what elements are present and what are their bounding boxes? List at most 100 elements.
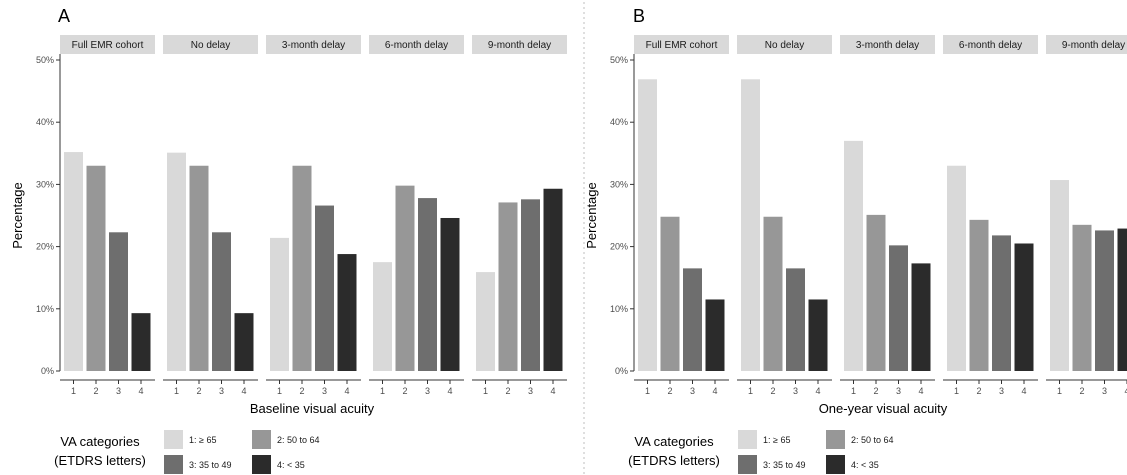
- facet-strip: [60, 35, 155, 54]
- bar: [1117, 228, 1127, 371]
- legend-label: 1: ≥ 65: [763, 435, 790, 445]
- legend-label: 4: < 35: [277, 460, 305, 470]
- legend-label: 2: 50 to 64: [277, 435, 320, 445]
- x-tick-label: 3: [1102, 386, 1107, 396]
- bar: [498, 202, 518, 371]
- bar: [808, 299, 828, 371]
- bar: [189, 165, 209, 371]
- x-tick-label: 4: [1124, 386, 1127, 396]
- bar: [395, 185, 415, 371]
- facet-strip-label: Full EMR cohort: [72, 40, 144, 51]
- legend-title: (ETDRS letters): [54, 453, 146, 468]
- bar: [705, 299, 725, 371]
- x-tick-label: 1: [1057, 386, 1062, 396]
- bar: [521, 199, 540, 371]
- legend-key: [826, 455, 845, 474]
- bar: [992, 235, 1011, 371]
- facet-strip: [1046, 35, 1127, 54]
- facet-strip: [634, 35, 729, 54]
- x-tick-label: 2: [93, 386, 98, 396]
- bar: [315, 205, 334, 371]
- x-tick-label: 4: [918, 386, 923, 396]
- y-tick-label: 20%: [610, 242, 628, 252]
- y-axis-title: Percentage: [10, 182, 25, 249]
- facet-strip: [840, 35, 935, 54]
- legend-title: (ETDRS letters): [628, 453, 720, 468]
- facet-strip: [369, 35, 464, 54]
- bar: [1014, 243, 1034, 371]
- x-axis-title: One-year visual acuity: [819, 401, 948, 416]
- facet-3: 3-month delay 1 2 3 4: [266, 35, 361, 396]
- bar: [889, 245, 908, 371]
- bar: [866, 214, 886, 371]
- bar: [234, 313, 254, 371]
- facet-strip-label: No delay: [765, 40, 804, 51]
- x-tick-label: 3: [793, 386, 798, 396]
- bar: [212, 232, 231, 371]
- x-tick-label: 1: [71, 386, 76, 396]
- y-tick-label: 0%: [615, 366, 628, 376]
- legend: VA categories (ETDRS letters) 1: ≥ 65 2: 50…: [54, 430, 320, 474]
- facet-strip-label: 3-month delay: [856, 40, 919, 51]
- bar: [638, 79, 657, 372]
- x-tick-label: 4: [815, 386, 820, 396]
- bar: [1072, 224, 1092, 371]
- legend-key: [164, 455, 183, 474]
- bar: [844, 140, 863, 371]
- facet-strip: [163, 35, 258, 54]
- facet-strip: [472, 35, 567, 54]
- bar: [373, 262, 392, 371]
- legend: VA categories (ETDRS letters) 1: ≥ 65 2: 50…: [628, 430, 894, 474]
- facet-strip: [943, 35, 1038, 54]
- legend-label: 1: ≥ 65: [189, 435, 216, 445]
- facet-5: 9-month delay 1 2 3 4: [472, 35, 567, 396]
- y-tick-label: 30%: [610, 179, 628, 189]
- legend-key: [826, 430, 845, 449]
- x-tick-label: 3: [116, 386, 121, 396]
- x-tick-label: 2: [667, 386, 672, 396]
- x-tick-label: 4: [447, 386, 452, 396]
- bar: [337, 254, 357, 371]
- x-tick-label: 2: [505, 386, 510, 396]
- facet-3: 3-month delay 1 2 3 4: [840, 35, 935, 396]
- bar: [969, 219, 989, 371]
- x-tick-label: 4: [344, 386, 349, 396]
- legend-label: 2: 50 to 64: [851, 435, 894, 445]
- facet-strip: [737, 35, 832, 54]
- facet-5: 9-month delay 1 2 3 4: [1046, 35, 1127, 396]
- facet-1: Full EMR cohort 1 2 3 4: [634, 35, 729, 396]
- panel-a: A 0% 10% 20% 30% 40% 50% Percentage Full EMR coh…: [10, 6, 567, 474]
- legend-key: [738, 455, 757, 474]
- facet-strip-label: 6-month delay: [385, 40, 448, 51]
- bar: [440, 217, 460, 371]
- y-tick-label: 40%: [610, 117, 628, 127]
- x-tick-label: 2: [976, 386, 981, 396]
- x-tick-label: 1: [483, 386, 488, 396]
- panel-label: A: [58, 6, 70, 26]
- bar: [683, 268, 702, 371]
- x-tick-label: 2: [299, 386, 304, 396]
- x-tick-label: 4: [550, 386, 555, 396]
- legend-key: [738, 430, 757, 449]
- bar: [911, 263, 931, 371]
- x-tick-label: 2: [402, 386, 407, 396]
- legend-key: [252, 430, 271, 449]
- facet-2: No delay 1 2 3 4: [737, 35, 832, 396]
- panel-b: B 0% 10% 20% 30% 40% 50% Percentage Full EMR coh…: [584, 6, 1127, 474]
- bar: [947, 165, 966, 371]
- x-tick-label: 4: [712, 386, 717, 396]
- x-tick-label: 1: [851, 386, 856, 396]
- x-tick-label: 4: [1021, 386, 1026, 396]
- y-tick-label: 50%: [36, 55, 54, 65]
- bar: [660, 216, 680, 371]
- bar: [86, 165, 106, 371]
- x-tick-label: 3: [896, 386, 901, 396]
- bar: [1095, 230, 1114, 371]
- x-tick-label: 4: [241, 386, 246, 396]
- bar: [167, 152, 186, 371]
- x-tick-label: 1: [748, 386, 753, 396]
- facet-2: No delay 1 2 3 4: [163, 35, 258, 396]
- bar: [1050, 180, 1069, 371]
- y-tick-label: 10%: [36, 304, 54, 314]
- x-tick-label: 3: [425, 386, 430, 396]
